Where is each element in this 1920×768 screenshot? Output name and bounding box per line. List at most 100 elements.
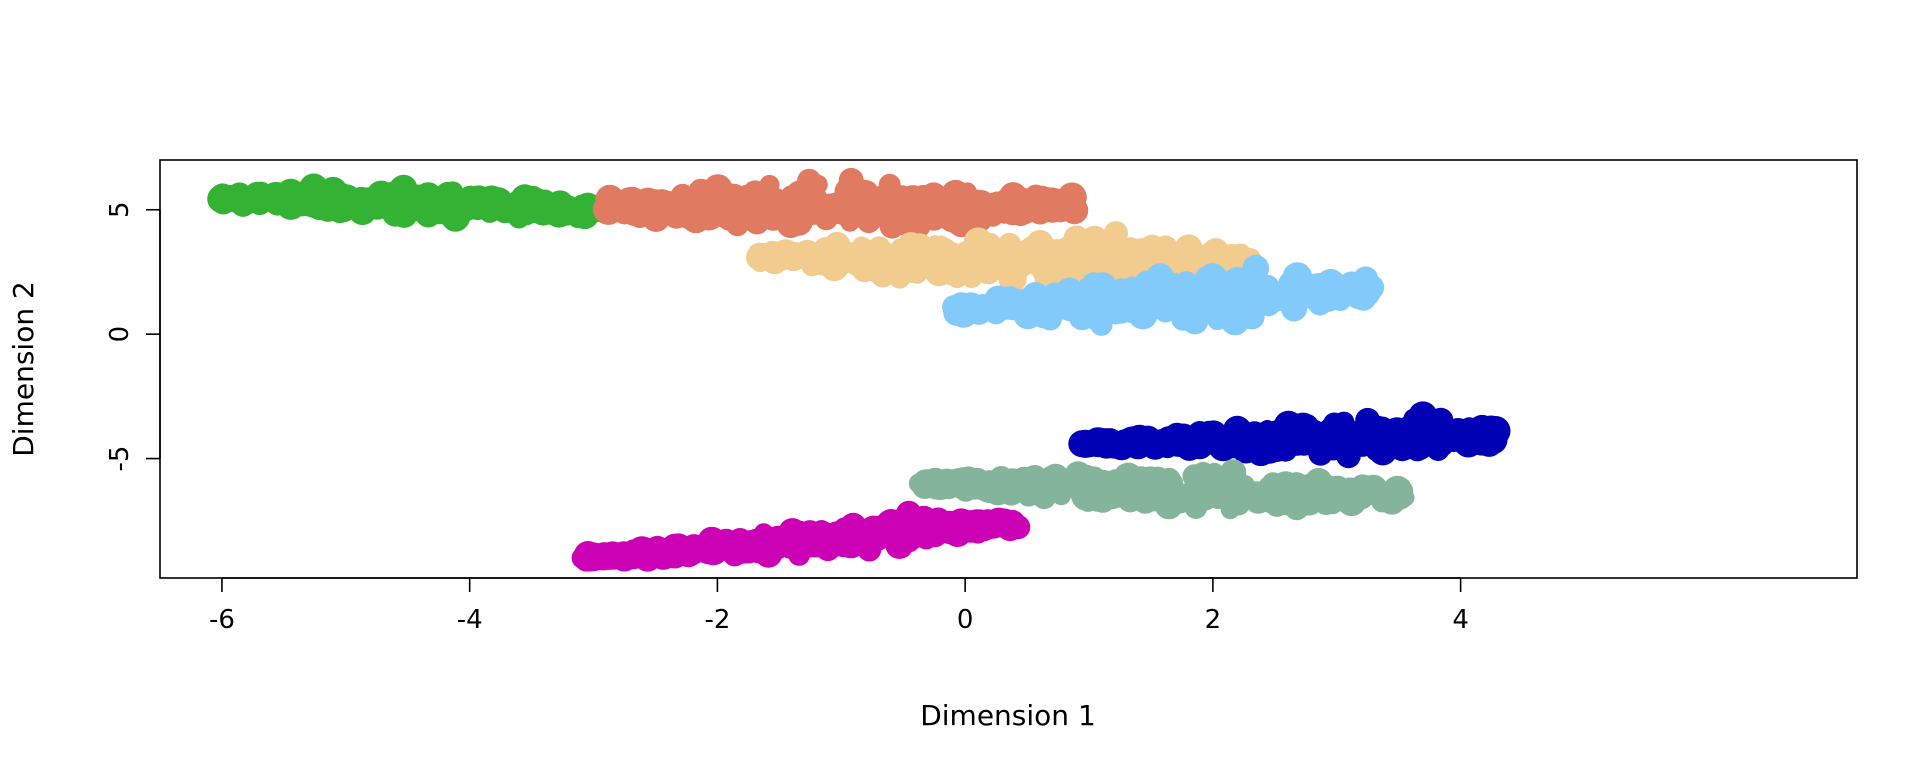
data-point (468, 187, 497, 217)
data-point (968, 473, 996, 501)
y-tick-label: 5 (105, 201, 135, 218)
data-point (430, 188, 451, 209)
data-point (784, 207, 813, 236)
x-axis: -6 -4 -2 0 2 4 (209, 577, 1469, 635)
data-point (1213, 425, 1239, 452)
x-axis-title: Dimension 1 (920, 699, 1096, 732)
data-point (1048, 239, 1068, 259)
y-axis-title: Dimension 2 (7, 281, 40, 457)
data-point (945, 246, 975, 276)
data-point (1222, 267, 1252, 296)
series-7 (571, 500, 1031, 572)
x-tick-label: 4 (1452, 605, 1469, 635)
data-point (681, 539, 707, 565)
data-point (761, 191, 789, 218)
data-point (521, 185, 544, 208)
series-4 (942, 254, 1385, 336)
data-point (1021, 465, 1048, 492)
y-axis: -5 0 5 (105, 201, 161, 472)
data-point (1261, 287, 1284, 311)
data-point (911, 192, 941, 222)
data-point (336, 198, 358, 220)
data-point (1173, 275, 1193, 295)
data-point (1205, 462, 1224, 482)
data-point (940, 179, 971, 210)
data-point (961, 297, 984, 321)
data-point (713, 535, 739, 561)
data-point (1336, 443, 1361, 469)
data-point (748, 246, 769, 267)
data-point (1341, 424, 1366, 449)
data-point (1463, 423, 1492, 452)
data-point (1116, 294, 1142, 319)
data-point (662, 537, 687, 562)
data-point (974, 196, 1001, 223)
data-point (1083, 427, 1113, 458)
data-point (808, 174, 828, 195)
data-point (576, 544, 604, 572)
data-point (1230, 290, 1249, 310)
scatter-points (207, 167, 1511, 572)
data-point (682, 189, 711, 218)
data-point (1231, 243, 1250, 262)
data-point (736, 538, 762, 564)
data-point (360, 195, 383, 219)
data-point (298, 173, 329, 204)
data-point (1168, 299, 1196, 326)
data-point (864, 253, 886, 274)
data-point (1359, 427, 1383, 451)
data-point (1374, 483, 1400, 509)
data-point (1137, 278, 1160, 301)
data-point (1299, 277, 1323, 301)
data-point (1038, 251, 1066, 280)
data-point (1153, 480, 1173, 501)
data-point (839, 526, 859, 546)
data-point (1081, 272, 1107, 297)
data-point (1003, 246, 1023, 266)
data-point (885, 193, 915, 223)
data-point (215, 185, 238, 208)
data-point (1055, 192, 1080, 218)
data-point (947, 268, 968, 289)
data-point (1137, 427, 1164, 454)
x-tick-label: 0 (957, 605, 974, 635)
data-point (1289, 429, 1312, 453)
x-tick-label: -6 (209, 605, 235, 635)
x-tick-label: 2 (1205, 605, 1222, 635)
data-point (1239, 485, 1260, 506)
data-point (233, 189, 259, 216)
data-point (1306, 475, 1330, 499)
data-point (1217, 471, 1246, 500)
data-point (1030, 290, 1055, 314)
y-tick-label: 0 (105, 326, 135, 343)
data-point (896, 232, 926, 262)
data-point (999, 198, 1026, 226)
data-point (1326, 486, 1352, 512)
data-point (1202, 477, 1225, 501)
data-point (1093, 299, 1112, 319)
data-point (852, 197, 874, 219)
data-point (998, 479, 1025, 506)
series-3 (746, 221, 1262, 293)
data-point (1052, 291, 1071, 310)
data-point (388, 186, 412, 210)
data-point (931, 263, 951, 282)
x-tick-label: -2 (704, 605, 730, 635)
x-tick-label: -4 (457, 605, 483, 635)
data-point (1270, 485, 1290, 505)
series-6 (908, 459, 1415, 521)
data-point (1237, 425, 1267, 455)
data-point (891, 513, 920, 543)
data-point (780, 248, 802, 270)
data-point (931, 235, 950, 254)
data-point (1119, 482, 1146, 509)
data-point (915, 525, 935, 544)
data-point (544, 198, 571, 226)
data-point (1396, 433, 1419, 456)
data-point (1080, 466, 1107, 494)
data-point (642, 203, 671, 232)
series-5 (1068, 401, 1511, 469)
data-point (804, 248, 829, 273)
data-point (992, 514, 1014, 536)
